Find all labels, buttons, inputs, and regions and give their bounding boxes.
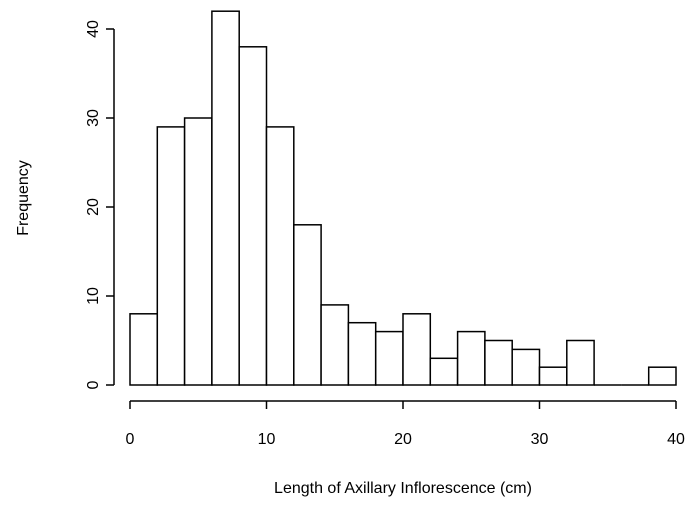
histogram-bar-4 bbox=[238, 46, 268, 386]
x-tick-label-20: 20 bbox=[394, 431, 412, 448]
x-tick-label-40: 40 bbox=[667, 431, 685, 448]
histogram-bar-6 bbox=[293, 224, 322, 386]
histogram-bar-0 bbox=[129, 313, 159, 386]
histogram-bar-19 bbox=[647, 366, 677, 386]
histogram-bar-12 bbox=[456, 330, 486, 386]
histogram-bar-7 bbox=[320, 304, 350, 386]
y-axis: 0 10 20 30 40 bbox=[85, 20, 115, 389]
histogram-bar-3 bbox=[211, 10, 240, 386]
y-axis-label: Frequency bbox=[15, 160, 32, 236]
x-axis-label: Length of Axillary Inflorescence (cm) bbox=[274, 480, 532, 497]
bars-group bbox=[129, 10, 677, 386]
histogram-bar-15 bbox=[538, 366, 568, 386]
histogram-bar-8 bbox=[347, 321, 377, 386]
y-tick-label-10: 10 bbox=[85, 287, 102, 305]
histogram-bar-5 bbox=[265, 126, 295, 386]
y-tick-label-40: 40 bbox=[85, 20, 102, 38]
x-tick-label-10: 10 bbox=[258, 431, 276, 448]
y-tick-label-30: 30 bbox=[85, 109, 102, 127]
histogram-bar-16 bbox=[566, 339, 595, 386]
x-tick-label-30: 30 bbox=[531, 431, 549, 448]
histogram-bar-9 bbox=[374, 330, 404, 386]
y-tick-label-0: 0 bbox=[85, 380, 102, 389]
histogram-bar-11 bbox=[429, 357, 459, 386]
histogram-bar-14 bbox=[511, 348, 541, 386]
histogram-bar-2 bbox=[183, 117, 213, 386]
x-tick-label-0: 0 bbox=[126, 431, 135, 448]
x-axis: 0 10 20 30 40 bbox=[126, 400, 685, 448]
histogram-bar-13 bbox=[484, 339, 513, 386]
histogram-bar-1 bbox=[156, 126, 186, 386]
y-tick-label-20: 20 bbox=[85, 198, 102, 216]
histogram-bar-10 bbox=[402, 313, 432, 386]
